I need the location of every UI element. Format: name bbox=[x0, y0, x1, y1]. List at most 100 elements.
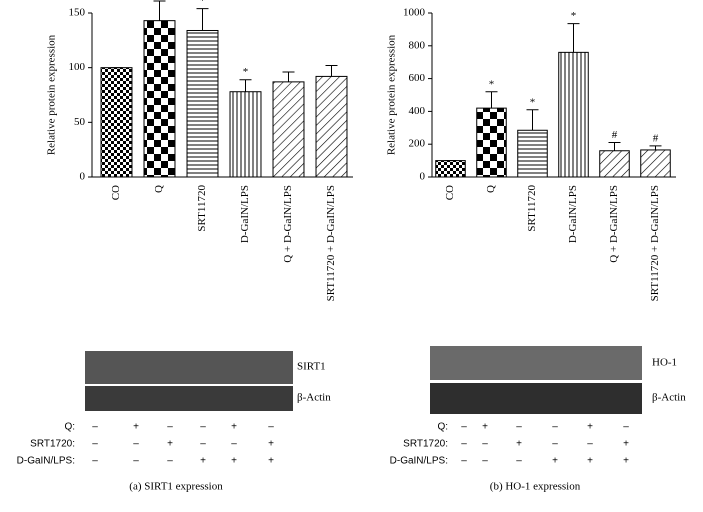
treatment-cell: – bbox=[482, 439, 488, 450]
bar bbox=[599, 150, 630, 178]
x-tick-label: CO bbox=[110, 185, 122, 200]
treatment-cell: – bbox=[92, 456, 98, 467]
y-axis-label: Relative protein expression bbox=[46, 34, 58, 155]
error-bar bbox=[649, 145, 662, 150]
y-tick-label: 150 bbox=[69, 7, 86, 19]
treatment-cell: – bbox=[133, 456, 139, 467]
blot-label: SIRT1 bbox=[297, 361, 326, 373]
annotation: * bbox=[489, 78, 495, 90]
x-tick-label: Q + D-GaIN/LPS bbox=[282, 185, 294, 263]
treatment-cell: + bbox=[623, 439, 629, 450]
error-bar bbox=[608, 142, 621, 151]
error-bar bbox=[325, 64, 338, 77]
annotation: # bbox=[612, 129, 618, 141]
treatment-cell: + bbox=[200, 456, 206, 467]
error-bar bbox=[196, 8, 209, 31]
y-tick-label: 1000 bbox=[403, 7, 426, 19]
treatment-label: Q: bbox=[64, 422, 75, 433]
treatment-cell: – bbox=[482, 456, 488, 467]
treatment-label: D-GaIN/LPS: bbox=[390, 456, 448, 467]
treatment-cell: – bbox=[167, 422, 173, 433]
caption: (a) SIRT1 expression bbox=[129, 481, 223, 493]
treatment-cell: – bbox=[516, 422, 522, 433]
treatment-cell: + bbox=[167, 439, 173, 450]
treatment-cell: – bbox=[552, 422, 558, 433]
error-bar bbox=[282, 71, 295, 82]
x-tick-label: SRT11720 + D-GaIN/LPS bbox=[649, 185, 661, 301]
blot-actin bbox=[85, 386, 293, 411]
y-tick-label: 200 bbox=[409, 138, 426, 150]
error-bar bbox=[567, 23, 580, 53]
bar bbox=[143, 20, 176, 178]
treatment-label: SRT1720: bbox=[30, 439, 75, 450]
treatment-cell: + bbox=[268, 439, 274, 450]
x-tick-label: Q bbox=[153, 185, 165, 193]
blot-sirt1 bbox=[85, 351, 293, 384]
y-tick-label: 50 bbox=[74, 116, 86, 128]
treatment-cell: – bbox=[231, 439, 237, 450]
x-tick-label: SRT11720 bbox=[526, 185, 538, 232]
y-axis-label: Relative protein expression bbox=[386, 34, 398, 155]
y-tick-label: 100 bbox=[69, 61, 86, 73]
treatment-cell: – bbox=[167, 456, 173, 467]
treatment-cell: + bbox=[516, 439, 522, 450]
treatment-cell: + bbox=[552, 456, 558, 467]
bar bbox=[315, 75, 348, 178]
error-bar bbox=[239, 79, 252, 92]
error-bar bbox=[153, 0, 166, 21]
x-tick-label: Q bbox=[485, 185, 497, 193]
x-tick-label: D-GaIN/LPS bbox=[567, 185, 579, 243]
treatment-cell: – bbox=[92, 422, 98, 433]
treatment-cell: + bbox=[268, 456, 274, 467]
x-tick-label: Q + D-GaIN/LPS bbox=[608, 185, 620, 263]
y-tick-label: 0 bbox=[80, 171, 86, 183]
annotation: * bbox=[200, 0, 206, 7]
treatment-cell: + bbox=[231, 422, 237, 433]
bar bbox=[558, 51, 589, 178]
treatment-cell: – bbox=[200, 439, 206, 450]
x-tick-label: SRT11720 + D-GaIN/LPS bbox=[325, 185, 337, 301]
blot-label: β-Actin bbox=[652, 392, 686, 404]
treatment-cell: – bbox=[268, 422, 274, 433]
treatment-label: D-GaIN/LPS: bbox=[17, 456, 75, 467]
treatment-cell: – bbox=[133, 439, 139, 450]
bar bbox=[186, 29, 219, 178]
blot-ho1 bbox=[430, 346, 642, 380]
treatment-cell: + bbox=[231, 456, 237, 467]
caption: (b) HO-1 expression bbox=[490, 481, 581, 493]
treatment-cell: – bbox=[200, 422, 206, 433]
treatment-cell: – bbox=[92, 439, 98, 450]
treatment-cell: – bbox=[461, 422, 467, 433]
y-tick-label: 800 bbox=[409, 39, 426, 51]
y-tick-label: 0 bbox=[420, 171, 426, 183]
annotation: * bbox=[243, 66, 249, 78]
annotation: * bbox=[571, 10, 577, 22]
x-tick-label: CO bbox=[444, 185, 456, 200]
bar bbox=[476, 107, 507, 178]
blot-label: HO-1 bbox=[652, 357, 677, 369]
treatment-cell: – bbox=[587, 439, 593, 450]
bar bbox=[517, 129, 548, 178]
treatment-label: Q: bbox=[437, 422, 448, 433]
treatment-cell: + bbox=[587, 422, 593, 433]
treatment-cell: – bbox=[552, 439, 558, 450]
x-tick-label: SRT11720 bbox=[196, 185, 208, 232]
treatment-cell: + bbox=[482, 422, 488, 433]
bar bbox=[100, 67, 133, 178]
treatment-cell: – bbox=[461, 439, 467, 450]
annotation: # bbox=[653, 132, 659, 144]
blot-label: β-Actin bbox=[297, 392, 331, 404]
bar bbox=[229, 91, 262, 178]
treatment-cell: + bbox=[133, 422, 139, 433]
blot-actin bbox=[430, 383, 642, 414]
treatment-cell: + bbox=[623, 456, 629, 467]
error-bar bbox=[485, 91, 498, 109]
x-tick-label: D-GaIN/LPS bbox=[239, 185, 251, 243]
bar bbox=[640, 149, 671, 178]
treatment-cell: – bbox=[461, 456, 467, 467]
treatment-cell: – bbox=[516, 456, 522, 467]
treatment-cell: – bbox=[623, 422, 629, 433]
annotation: * bbox=[530, 96, 536, 108]
bar bbox=[272, 81, 305, 178]
